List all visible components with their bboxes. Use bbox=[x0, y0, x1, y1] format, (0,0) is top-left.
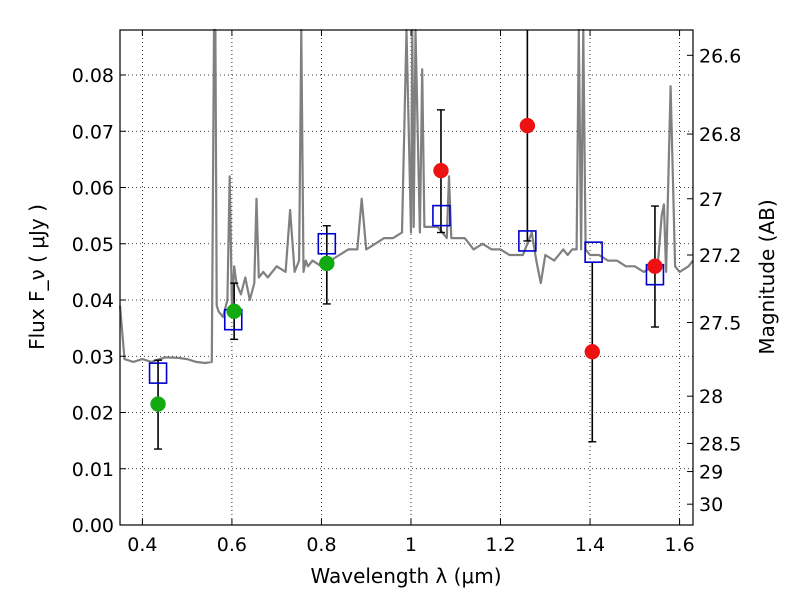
right-tick-label: 27.2 bbox=[699, 245, 741, 267]
y-tick-label: 0.03 bbox=[72, 346, 114, 368]
marker-layer bbox=[148, 117, 665, 412]
spectrum-line bbox=[118, 28, 694, 365]
right-tick-label: 27 bbox=[699, 189, 723, 211]
y-tick-label: 0.08 bbox=[72, 65, 114, 87]
y-axis-title-left: Flux F_ν ( μJy ) bbox=[25, 204, 49, 350]
right-tick-label: 30 bbox=[699, 494, 723, 516]
x-tick-label: 1.4 bbox=[575, 534, 605, 556]
model-square-marker bbox=[432, 204, 451, 227]
right-tick-label: 27.5 bbox=[699, 313, 741, 335]
y-tick-label: 0.06 bbox=[72, 178, 114, 200]
right-tick-label: 29 bbox=[699, 462, 723, 484]
y-tick-label: 0.07 bbox=[72, 121, 114, 143]
right-tick-label: 28.5 bbox=[699, 433, 741, 455]
x-tick-label: 1 bbox=[405, 534, 417, 556]
observed-point-marker bbox=[433, 162, 449, 179]
tick-layer: 0.4 0.6 0.8 1 1.2 1.4 1.6 0.00 0.01 0.02 0.03 0.04 0… bbox=[72, 30, 741, 556]
grid bbox=[120, 30, 693, 526]
right-tick-label: 28 bbox=[699, 386, 723, 408]
observed-point-marker bbox=[319, 255, 335, 272]
x-tick-label: 1.6 bbox=[664, 534, 694, 556]
observed-point-marker bbox=[226, 303, 242, 319]
observed-point-marker bbox=[150, 396, 166, 412]
y-tick-label: 0.04 bbox=[72, 290, 114, 312]
right-tick-label: 26.8 bbox=[699, 124, 741, 146]
x-tick-label: 1.2 bbox=[485, 534, 515, 556]
x-tick-label: 0.8 bbox=[306, 534, 336, 556]
plot-frame bbox=[119, 29, 694, 526]
y-tick-label: 0.05 bbox=[72, 234, 114, 256]
x-tick-label: 0.6 bbox=[217, 534, 247, 556]
x-axis-title: Wavelength λ (μm) bbox=[310, 564, 501, 588]
model-square-marker bbox=[518, 230, 537, 252]
observed-point-marker bbox=[647, 258, 663, 274]
right-tick-label: 26.6 bbox=[699, 45, 741, 67]
y-tick-label: 0.01 bbox=[72, 459, 114, 481]
spectrum-layer bbox=[118, 28, 694, 365]
y-tick-label: 0.02 bbox=[72, 403, 114, 425]
x-tick-label: 0.4 bbox=[127, 534, 157, 556]
y-tick-label: 0.00 bbox=[72, 515, 114, 537]
y-axis-title-right: Magnitude (AB) bbox=[755, 199, 779, 354]
model-square-marker bbox=[148, 362, 168, 384]
observed-point-marker bbox=[584, 344, 601, 360]
model-square-marker bbox=[317, 232, 337, 255]
observed-point-marker bbox=[519, 117, 536, 134]
model-square-marker bbox=[584, 241, 603, 263]
